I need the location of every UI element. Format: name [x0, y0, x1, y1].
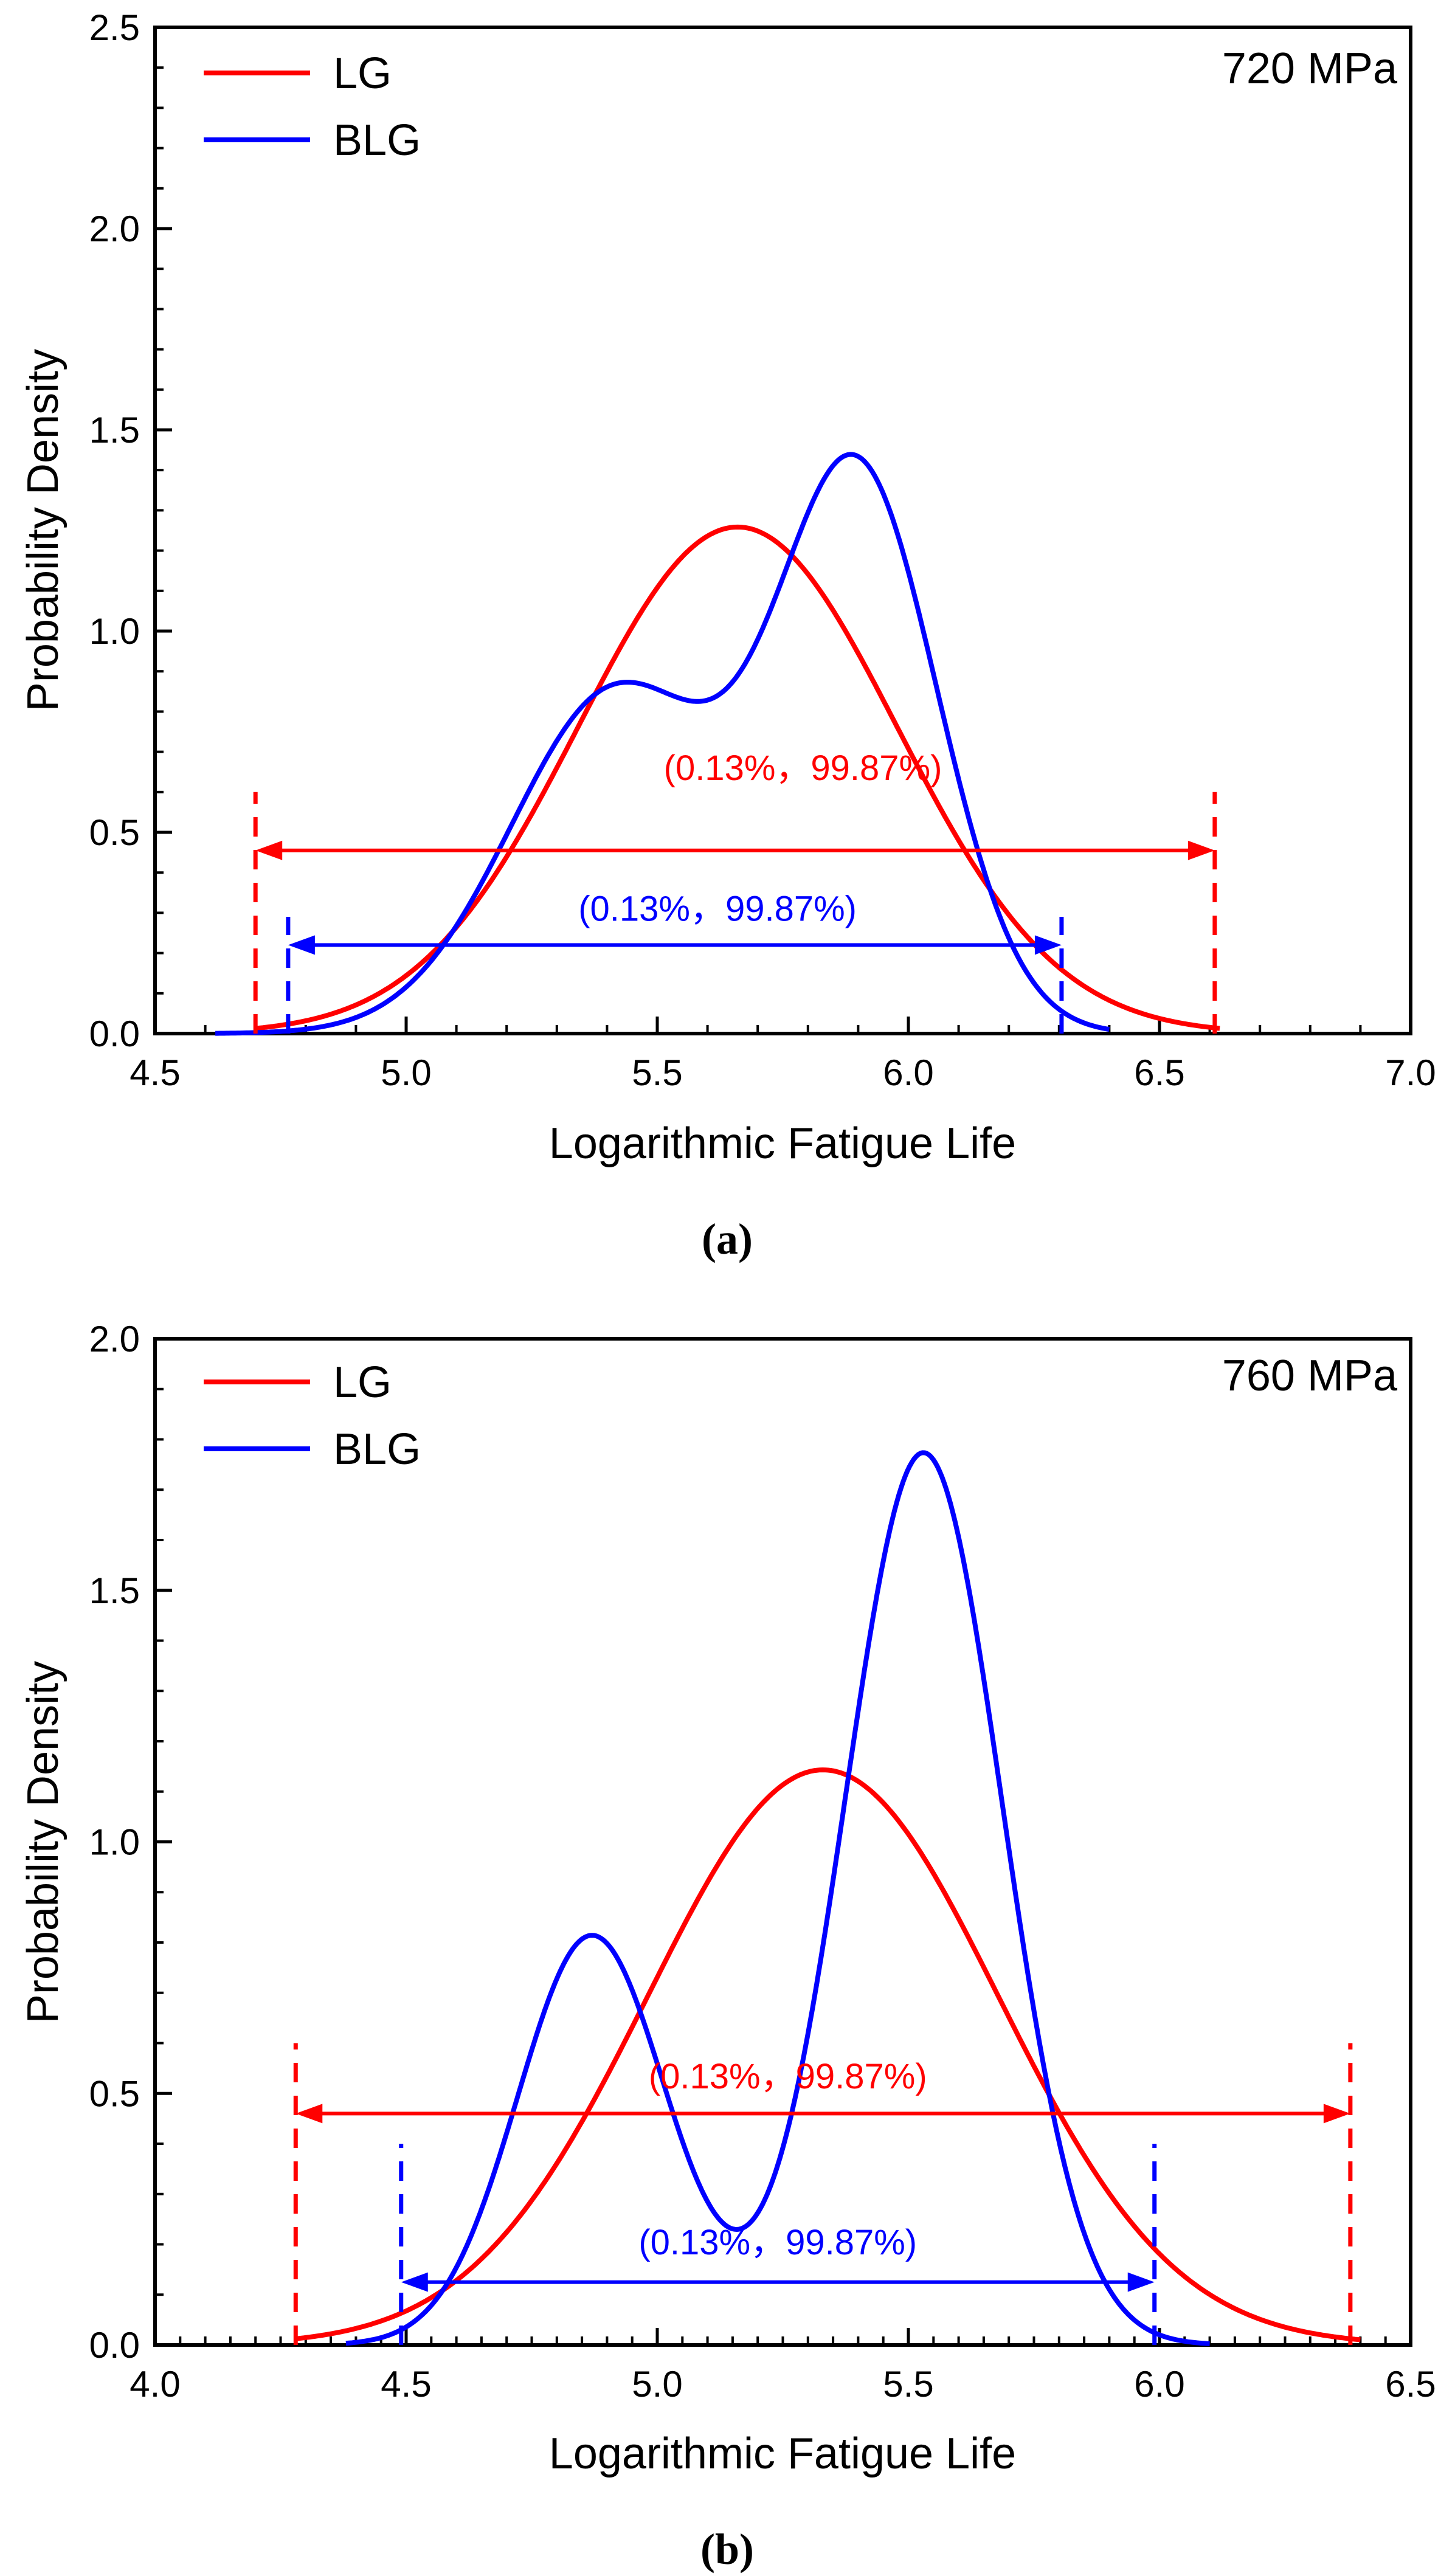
x-tick-label: 4.5	[381, 2364, 431, 2405]
x-tick-label: 5.0	[632, 2364, 682, 2405]
x-tick-label: 6.5	[1134, 1052, 1184, 1093]
x-axis-title: Logarithmic Fatigue Life	[549, 2429, 1016, 2478]
legend-label-blg: BLG	[333, 1425, 421, 1474]
x-tick-label: 6.0	[1134, 2364, 1184, 2405]
plot-area-frame	[153, 1337, 1412, 2347]
x-tick-label: 5.5	[883, 2364, 933, 2405]
curve-lg	[295, 1767, 1361, 2343]
axis-ticks	[153, 26, 1412, 1035]
y-tick-label: 1.5	[89, 410, 140, 451]
legend-label-blg: BLG	[333, 116, 421, 165]
interval-lg-arrowhead-left	[255, 840, 283, 860]
y-axis-title: Probability Density	[19, 1661, 67, 2023]
interval-lg-label: (0.13%，99.87%)	[649, 2057, 927, 2096]
x-axis-title: Logarithmic Fatigue Life	[549, 1119, 1016, 1168]
y-tick-label: 2.5	[89, 7, 140, 48]
y-tick-label: 1.0	[89, 1822, 140, 1863]
interval-blg-arrowhead-right	[1127, 2272, 1155, 2292]
y-tick-label: 2.0	[89, 209, 140, 249]
panel-label: (b)	[700, 2525, 754, 2574]
interval-lg-arrowhead-right	[1323, 2104, 1350, 2124]
interval-blg-label: (0.13%，99.87%)	[638, 2223, 917, 2262]
panel-label: (a)	[702, 1215, 753, 1263]
x-tick-label: 7.0	[1385, 1052, 1436, 1093]
x-tick-label: 5.5	[632, 1052, 682, 1093]
y-tick-label: 1.0	[89, 611, 140, 652]
interval-blg-label: (0.13%，99.87%)	[578, 889, 857, 929]
density-curves	[295, 1450, 1361, 2346]
chart-panel-b: 4.0 4.5 5.0 5.5 6.0 6.5 0.0 0.5 1.0 1.5 2.0 (0.13%…	[19, 1319, 1436, 2574]
y-tick-label: 0.0	[89, 2325, 140, 2366]
stress-label: 720 MPa	[1222, 44, 1398, 93]
y-axis-title: Probability Density	[19, 349, 67, 711]
y-tick-label: 2.0	[89, 1319, 140, 1359]
y-tick-label: 1.5	[89, 1570, 140, 1611]
x-tick-label: 4.5	[130, 1052, 180, 1093]
y-tick-label: 0.5	[89, 2073, 140, 2114]
axis-tick-labels: 4.0 4.5 5.0 5.5 6.0 6.5 0.0 0.5 1.0 1.5 2.0	[89, 1319, 1436, 2405]
legend: LG BLG	[204, 1358, 421, 1474]
legend: LG BLG	[204, 49, 421, 165]
x-tick-label: 6.0	[883, 1052, 933, 1093]
axis-ticks	[153, 1337, 1412, 2347]
y-tick-label: 0.5	[89, 812, 140, 853]
interval-blg-arrowhead-right	[1034, 935, 1062, 955]
density-curves	[215, 452, 1220, 1036]
interval-blg-arrowhead-left	[401, 2272, 428, 2292]
curve-blg	[215, 452, 1110, 1036]
curve-lg	[255, 524, 1220, 1031]
x-tick-label: 6.5	[1385, 2364, 1436, 2405]
x-tick-label: 5.0	[381, 1052, 431, 1093]
confidence-intervals: (0.13%，99.87%) (0.13%，99.87%)	[253, 748, 1217, 1034]
curve-blg	[345, 1450, 1210, 2346]
legend-label-lg: LG	[333, 1358, 392, 1407]
axis-tick-labels: 4.5 5.0 5.5 6.0 6.5 7.0 0.0 0.5 1.0 1.5 2.0 2.5	[89, 7, 1436, 1093]
stress-label: 760 MPa	[1222, 1352, 1398, 1400]
interval-lg-label: (0.13%，99.87%)	[664, 748, 942, 788]
y-tick-label: 0.0	[89, 1013, 140, 1054]
interval-lg-arrowhead-right	[1187, 840, 1215, 860]
legend-label-lg: LG	[333, 49, 392, 98]
x-tick-label: 4.0	[130, 2364, 180, 2405]
interval-blg-arrowhead-left	[288, 935, 315, 955]
confidence-intervals: (0.13%，99.87%) (0.13%，99.87%)	[293, 2043, 1353, 2345]
interval-lg-arrowhead-left	[295, 2104, 323, 2124]
chart-panel-a: 4.5 5.0 5.5 6.0 6.5 7.0 0.0 0.5 1.0 1.5 2.0 2.5 (0.…	[19, 7, 1436, 1263]
plot-area-frame	[153, 26, 1412, 1035]
